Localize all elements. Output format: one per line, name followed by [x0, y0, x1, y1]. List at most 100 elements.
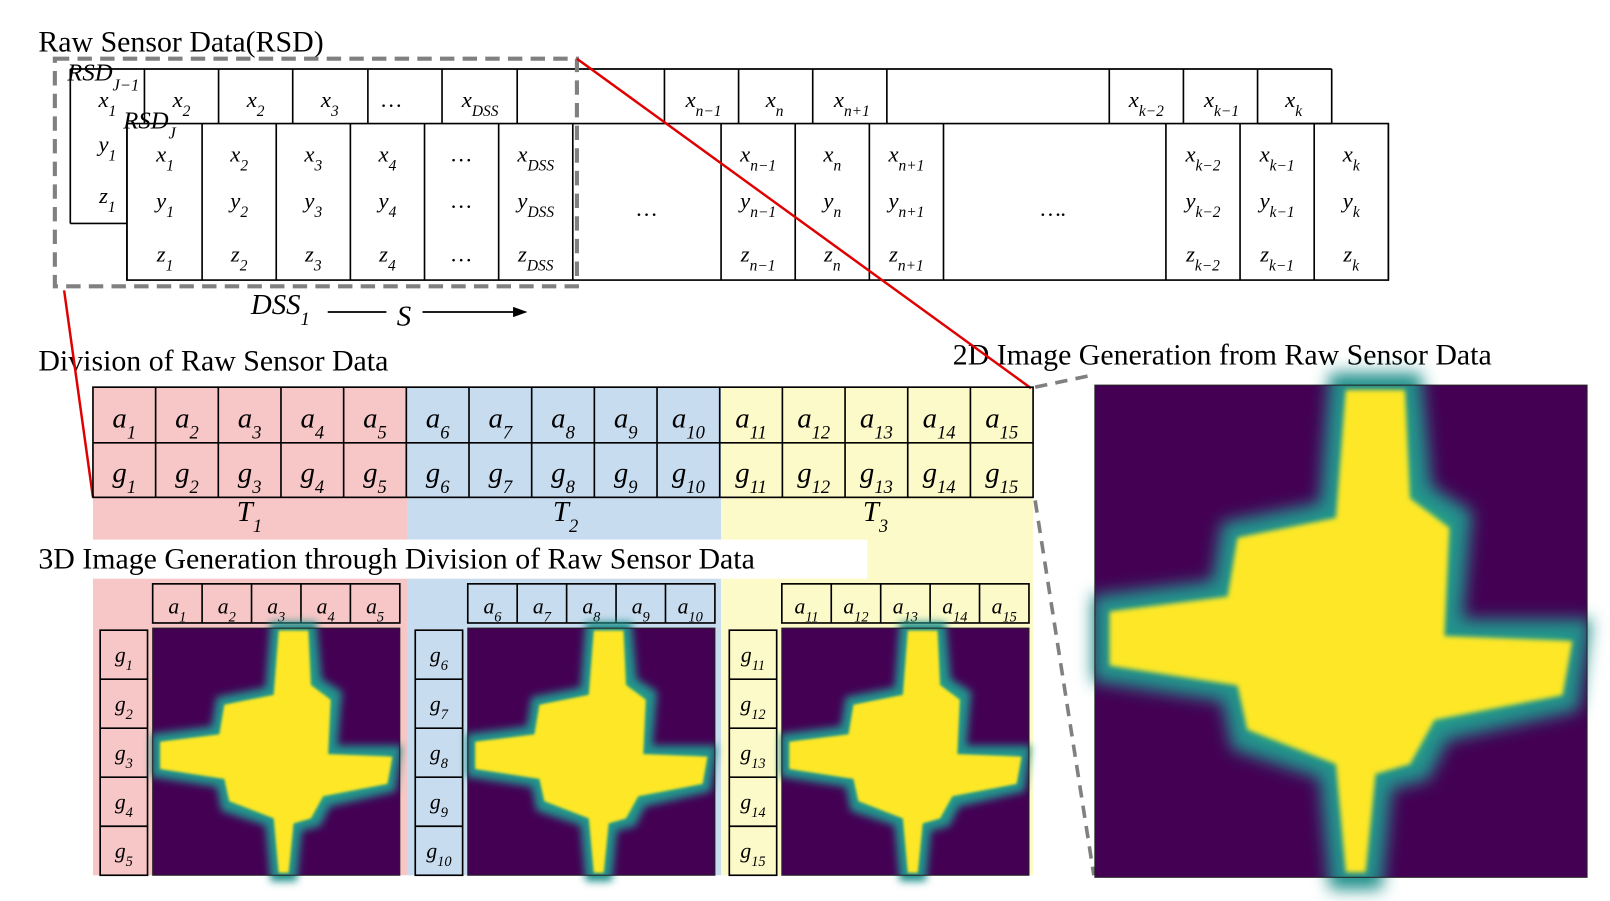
label-base: x	[155, 142, 166, 167]
front-cell-label: xn	[822, 142, 841, 174]
division-g-label: g11	[735, 457, 767, 498]
panel-image	[153, 628, 400, 875]
label-base: x	[229, 142, 240, 167]
label-subscript: k−1	[1214, 103, 1239, 120]
label-base: x	[461, 87, 472, 112]
label-base: y	[154, 188, 167, 213]
label-subscript: 11	[750, 422, 767, 443]
panel-g-label: g14	[740, 790, 765, 821]
label-subscript: 8	[566, 422, 576, 443]
label-subscript: 7	[441, 707, 449, 723]
division-a-label: a1	[112, 402, 136, 443]
panel-g-label: g5	[115, 839, 133, 870]
front-cell-label: z2	[230, 242, 248, 275]
panel-image	[468, 628, 715, 875]
label-base: z	[888, 242, 898, 267]
label-subscript: 2	[240, 257, 248, 274]
label-subscript: 1	[126, 658, 133, 674]
label-base: g	[735, 457, 749, 489]
label-base: a	[175, 402, 189, 434]
label-base: T	[863, 496, 881, 528]
label-subscript: k−1	[1270, 204, 1295, 221]
label-base: g	[300, 457, 314, 489]
label-subscript: k−2	[1196, 204, 1221, 221]
label-base: z	[378, 242, 388, 267]
panel-g-label: g10	[426, 839, 452, 870]
label-base: …	[452, 242, 472, 267]
division-g-label: g15	[985, 457, 1018, 498]
label-base: …	[452, 142, 472, 167]
label-subscript: 10	[686, 422, 705, 443]
label-subscript: k−2	[1195, 257, 1220, 274]
label-subscript: 5	[126, 854, 133, 870]
label-base: g	[238, 457, 252, 489]
label-base: z	[230, 242, 240, 267]
division-a-label: a3	[238, 402, 262, 443]
division-g-label: g5	[363, 457, 387, 498]
label-base: a	[366, 595, 377, 619]
label-base: y	[886, 188, 899, 213]
back-cell-label: xk	[1284, 87, 1303, 120]
back-side-label: x1	[97, 87, 116, 120]
label-base: g	[797, 457, 811, 489]
image2d	[1095, 385, 1587, 877]
label-base: g	[985, 457, 999, 489]
panel-a-label: a7	[533, 595, 552, 626]
front-cell-label: zn+1	[888, 242, 924, 275]
label-subscript: 10	[688, 610, 703, 626]
label-subscript: k−2	[1139, 103, 1164, 120]
label-subscript: 7	[544, 610, 552, 626]
label-base: z	[304, 242, 314, 267]
label-base: y	[96, 131, 109, 156]
panel-g-label: g15	[740, 839, 765, 870]
label-base: z	[740, 242, 750, 267]
label-subscript: 3	[313, 204, 322, 221]
label-base: a	[363, 402, 377, 434]
label-subscript: 8	[593, 610, 601, 626]
division-g-label: g12	[797, 457, 830, 498]
front-cell-label: yk−1	[1258, 188, 1295, 220]
g-col-frame	[414, 629, 464, 877]
label-subscript: n−1	[750, 257, 776, 274]
label-base: a	[992, 595, 1003, 619]
division-g-label: g1	[112, 457, 136, 498]
label-subscript: 7	[503, 422, 513, 443]
label-subscript: 13	[874, 476, 893, 497]
panel-g-label: g3	[115, 741, 133, 772]
front-cell-label: x1	[155, 142, 174, 174]
panel-image	[782, 628, 1029, 875]
label-subscript: 2	[229, 610, 236, 626]
label-subscript: 1	[127, 422, 136, 443]
panel-a-label: a2	[218, 595, 236, 626]
label-base: a	[267, 595, 278, 619]
label-subscript: 1	[108, 198, 116, 215]
label-subscript: 4	[389, 157, 397, 174]
label-base: a	[483, 595, 494, 619]
label-base: a	[794, 595, 805, 619]
division-a-label: a11	[735, 402, 767, 443]
division-a-label: a4	[300, 402, 324, 443]
division-a-label: a14	[923, 402, 956, 443]
label-subscript: 3	[277, 610, 285, 626]
label-base: a	[942, 595, 953, 619]
front-cell-label: y2	[228, 188, 248, 220]
front-cell-label: z3	[304, 242, 322, 275]
label-base: x	[1128, 87, 1139, 112]
label-base: g	[115, 839, 126, 863]
label-subscript: n	[833, 257, 841, 274]
label-subscript: 1	[127, 476, 136, 497]
label-subscript: n−1	[750, 157, 776, 174]
division-a-label: a6	[426, 402, 450, 443]
label-subscript: 3	[251, 476, 261, 497]
label-base: a	[678, 595, 689, 619]
division-a-label: a7	[488, 402, 512, 443]
label-base: x	[172, 87, 183, 112]
label-subscript: k	[1353, 204, 1361, 221]
division-g-label: g2	[175, 457, 199, 498]
panel-a-label: a8	[582, 595, 601, 626]
panel-a-label: a10	[678, 595, 704, 626]
label-base: g	[426, 457, 440, 489]
label-subscript: 6	[440, 476, 450, 497]
label-base: x	[765, 87, 776, 112]
label-base: x	[1203, 87, 1214, 112]
